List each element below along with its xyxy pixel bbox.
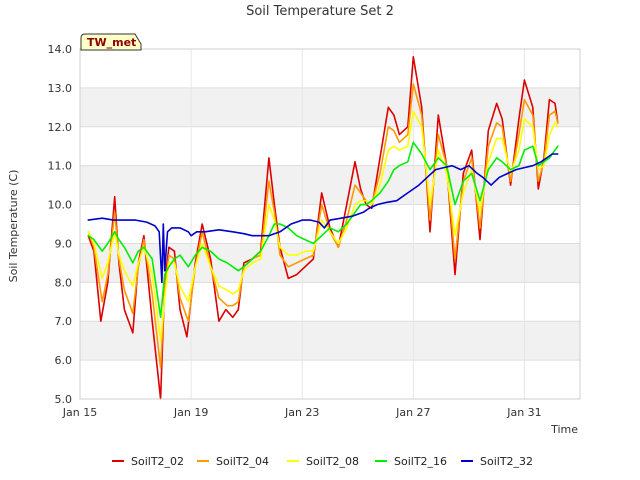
plot-border <box>79 48 581 400</box>
station-badge-label: TW_met <box>87 36 136 49</box>
legend-label: SoilT2_04 <box>216 455 269 468</box>
grid-bands <box>79 48 580 400</box>
y-axis-ticks: 5.0 6.0 7.0 8.0 9.0 10.0 11.0 12.0 13.0 14.0 <box>48 43 73 406</box>
legend-label: SoilT2_08 <box>306 455 359 468</box>
y-tick-label: 14.0 <box>48 43 73 56</box>
y-tick-label: 5.0 <box>55 393 73 406</box>
series-line-soilt2-16 <box>87 141 559 319</box>
x-tick-label: Jan 23 <box>284 406 319 419</box>
x-tick-label: Jan 19 <box>173 406 208 419</box>
x-tick-label: Jan 27 <box>395 406 430 419</box>
station-badge: TW_met <box>80 33 142 51</box>
series-line-soilt2-32 <box>87 153 559 284</box>
grid-band <box>80 87 580 127</box>
grid-band <box>80 165 580 205</box>
y-axis-label: Soil Temperature (C) <box>7 170 20 283</box>
x-tick-label: Jan 15 <box>62 406 97 419</box>
legend-label: SoilT2_16 <box>394 455 447 468</box>
chart-title: Soil Temperature Set 2 <box>246 4 394 19</box>
y-tick-label: 13.0 <box>48 82 73 95</box>
legend-label: SoilT2_32 <box>480 455 533 468</box>
series-line-soilt2-08 <box>87 110 559 342</box>
y-tick-label: 12.0 <box>48 121 73 134</box>
legend-label: SoilT2_02 <box>131 455 184 468</box>
y-tick-label: 10.0 <box>48 199 73 212</box>
series-lines <box>87 55 559 400</box>
y-tick-label: 9.0 <box>55 237 73 250</box>
legend: SoilT2_02 SoilT2_04 SoilT2_08 SoilT2_16 Soil… <box>112 455 533 468</box>
y-tick-label: 7.0 <box>55 315 73 328</box>
y-tick-label: 6.0 <box>55 354 73 367</box>
series-line-soilt2-04 <box>87 83 559 369</box>
x-axis-label: Time <box>550 423 578 436</box>
x-tick-label: Jan 31 <box>506 406 541 419</box>
x-axis-ticks: Jan 15 Jan 19 Jan 23 Jan 27 Jan 31 <box>62 406 542 419</box>
y-tick-label: 11.0 <box>48 160 73 173</box>
y-tick-label: 8.0 <box>55 276 73 289</box>
